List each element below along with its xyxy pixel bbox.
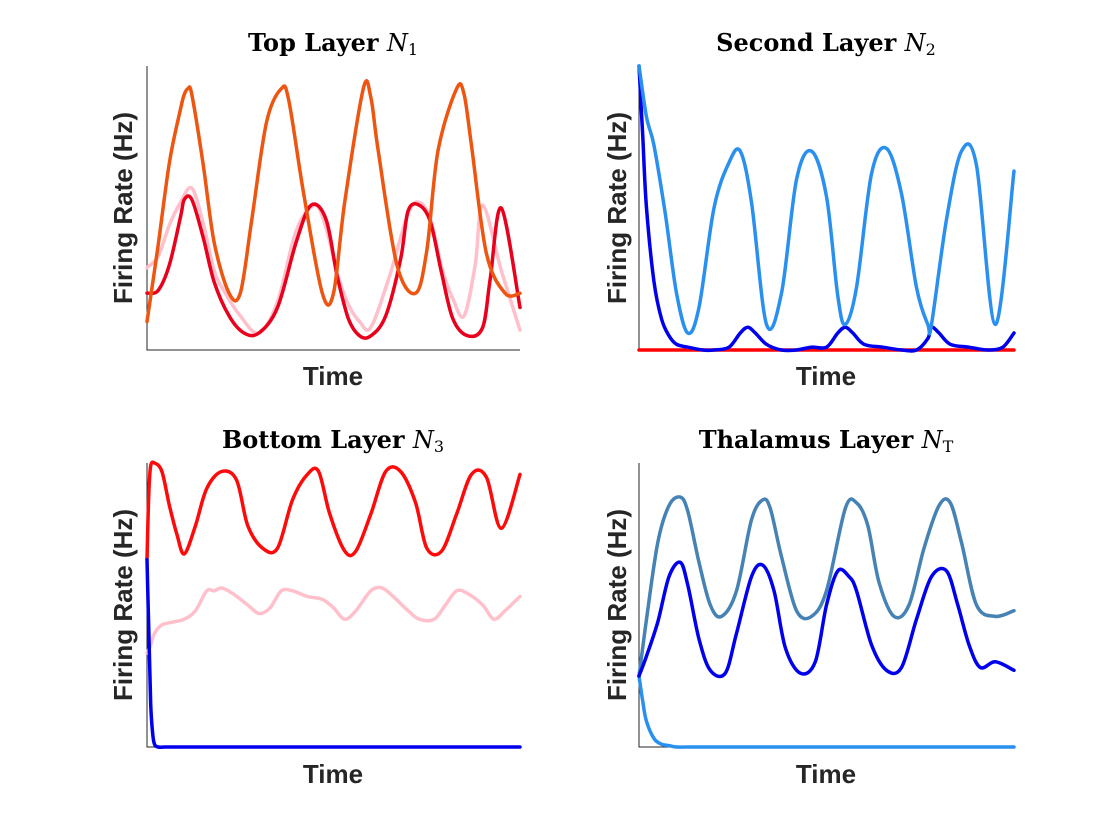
y-axis-label: Firing Rate (Hz) xyxy=(108,112,138,304)
series-line-1 xyxy=(637,674,1016,749)
series-line-2 xyxy=(145,194,522,340)
series-line-1 xyxy=(145,585,522,656)
chart-title: Second Layer N2 xyxy=(716,28,936,59)
y-axis-label: Firing Rate (Hz) xyxy=(108,509,138,701)
series-line-3 xyxy=(637,560,1016,679)
series-line-3 xyxy=(145,557,522,749)
x-axis-label: Time xyxy=(303,361,363,391)
series-line-2 xyxy=(637,64,1016,353)
series-line-2 xyxy=(145,460,522,562)
series-line-3 xyxy=(637,64,1016,336)
axes-frame xyxy=(146,463,520,748)
panel-bottom-layer: Bottom Layer N3 Time Firing Rate (Hz) xyxy=(108,425,522,789)
y-axis-label: Firing Rate (Hz) xyxy=(602,112,632,304)
series-line-2 xyxy=(637,495,1016,678)
x-axis-label: Time xyxy=(796,759,856,789)
series-line-3 xyxy=(145,79,522,324)
plot-area xyxy=(145,79,522,340)
y-axis-label: Firing Rate (Hz) xyxy=(602,509,632,701)
x-axis-label: Time xyxy=(303,759,363,789)
chart-title: Thalamus Layer NT xyxy=(699,425,954,456)
chart-title: Bottom Layer N3 xyxy=(222,425,444,456)
chart-title: Top Layer N1 xyxy=(248,28,418,59)
plot-area xyxy=(145,460,522,749)
x-axis-label: Time xyxy=(796,361,856,391)
panel-top-layer: Top Layer N1 Time Firing Rate (Hz) xyxy=(108,28,522,391)
panel-thalamus-layer: Thalamus Layer NT Time Firing Rate (Hz) xyxy=(602,425,1016,789)
plot-area xyxy=(637,64,1016,353)
axes-frame xyxy=(146,66,520,351)
panel-second-layer: Second Layer N2 Time Firing Rate (Hz) xyxy=(602,28,1016,391)
plot-area xyxy=(637,495,1016,749)
